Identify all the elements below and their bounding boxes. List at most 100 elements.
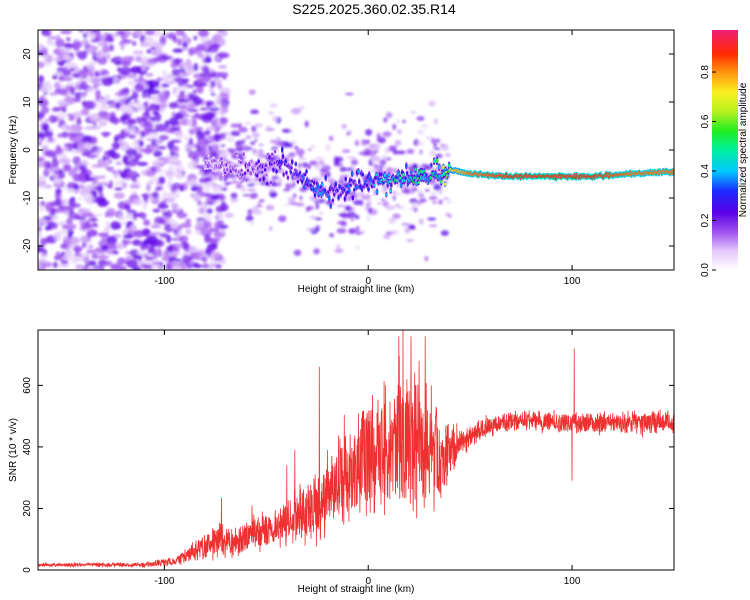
- noise-blob: [91, 190, 98, 200]
- noise-blob: [103, 133, 109, 138]
- noise-blob: [152, 208, 161, 213]
- ridge-cell: [290, 159, 294, 165]
- noise-blob: [89, 112, 99, 122]
- noise-blob: [154, 187, 162, 191]
- ridge-cell: [313, 180, 316, 185]
- ridge-cell: [382, 181, 385, 185]
- ridge-cell: [245, 178, 248, 182]
- noise-blob: [177, 229, 183, 236]
- noise-blob: [105, 225, 111, 229]
- noise-blob: [194, 113, 202, 118]
- noise-blob: [228, 148, 236, 155]
- noise-blob: [274, 140, 285, 147]
- noise-blob: [278, 215, 287, 223]
- noise-blob: [74, 132, 85, 137]
- noise-blob: [86, 177, 96, 182]
- ridge-cell: [207, 156, 210, 161]
- noise-blob: [215, 184, 223, 188]
- noise-blob: [248, 193, 258, 200]
- noise-blob: [55, 188, 62, 195]
- noise-blob: [306, 227, 316, 232]
- noise-blob: [395, 119, 401, 123]
- noise-blob: [206, 201, 215, 206]
- ridge-cell: [271, 152, 274, 156]
- noise-blob: [57, 263, 70, 268]
- noise-blob: [329, 233, 334, 238]
- noise-blob: [69, 86, 76, 95]
- noise-blob: [114, 187, 123, 191]
- noise-blob: [214, 94, 221, 100]
- noise-blob: [170, 62, 177, 69]
- x-tick-label: 100: [564, 276, 581, 287]
- noise-blob: [336, 244, 341, 249]
- noise-blob: [350, 218, 354, 221]
- snr-panel: -100 0 100 0 200 400 600 Height of straight l…: [8, 329, 675, 595]
- noise-blob: [288, 142, 294, 148]
- noise-blob: [384, 168, 394, 176]
- noise-blob: [118, 212, 123, 221]
- noise-blob: [376, 133, 381, 141]
- noise-blob: [363, 140, 371, 144]
- noise-blob: [117, 66, 122, 73]
- noise-blob: [215, 55, 221, 61]
- ridge-cell: [273, 149, 277, 154]
- noise-blob: [203, 220, 212, 229]
- noise-blob: [245, 215, 254, 222]
- noise-blob: [170, 158, 181, 164]
- noise-blob: [382, 156, 387, 159]
- noise-blob: [40, 200, 45, 206]
- noise-blob: [76, 134, 83, 143]
- noise-blob: [206, 208, 213, 215]
- noise-blob: [172, 48, 184, 53]
- noise-blob: [438, 199, 443, 205]
- noise-blob: [294, 145, 299, 150]
- noise-blob: [58, 221, 66, 226]
- ridge-cell: [353, 188, 356, 192]
- noise-blob: [77, 51, 88, 60]
- noise-blob: [108, 212, 115, 218]
- noise-blob: [155, 103, 161, 112]
- noise-blob: [74, 41, 83, 48]
- noise-blob: [393, 167, 398, 174]
- ridge-cell: [285, 171, 288, 175]
- noise-blob: [84, 184, 96, 190]
- noise-blob: [298, 157, 307, 161]
- noise-blob: [171, 264, 182, 270]
- noise-blob: [141, 55, 147, 61]
- noise-blob: [39, 253, 48, 258]
- noise-blob: [77, 141, 85, 150]
- noise-blob: [195, 165, 207, 169]
- noise-blob: [42, 216, 53, 220]
- noise-blob: [247, 208, 253, 216]
- noise-blob: [361, 230, 365, 234]
- noise-blob: [392, 213, 401, 219]
- noise-blob: [215, 205, 224, 213]
- ridge-cell: [420, 169, 424, 174]
- noise-blob: [162, 69, 168, 78]
- noise-blob: [121, 181, 128, 189]
- noise-blob: [51, 224, 58, 230]
- noise-blob: [86, 145, 92, 151]
- noise-blob: [71, 72, 81, 78]
- noise-blob: [113, 137, 120, 142]
- snr-plot-layer: [38, 330, 674, 569]
- ridge-cell: [390, 183, 393, 188]
- noise-blob: [61, 131, 69, 139]
- noise-blob: [105, 220, 110, 226]
- noise-blob: [129, 183, 141, 189]
- noise-blob: [346, 156, 357, 159]
- noise-blob: [83, 256, 90, 265]
- noise-blob: [89, 267, 102, 270]
- noise-blob: [220, 38, 226, 47]
- noise-blob: [268, 111, 275, 115]
- noise-blob: [237, 122, 242, 129]
- noise-blob: [216, 149, 225, 156]
- noise-blob: [38, 230, 42, 240]
- noise-blob: [416, 116, 425, 121]
- ridge-cell: [270, 162, 273, 166]
- colorbar-ticks: 0.0 0.2 0.4 0.6 0.8: [700, 65, 716, 277]
- noise-blob: [406, 148, 415, 155]
- noise-blob: [433, 142, 437, 148]
- noise-blob: [95, 149, 100, 158]
- ridge-cell: [310, 179, 314, 183]
